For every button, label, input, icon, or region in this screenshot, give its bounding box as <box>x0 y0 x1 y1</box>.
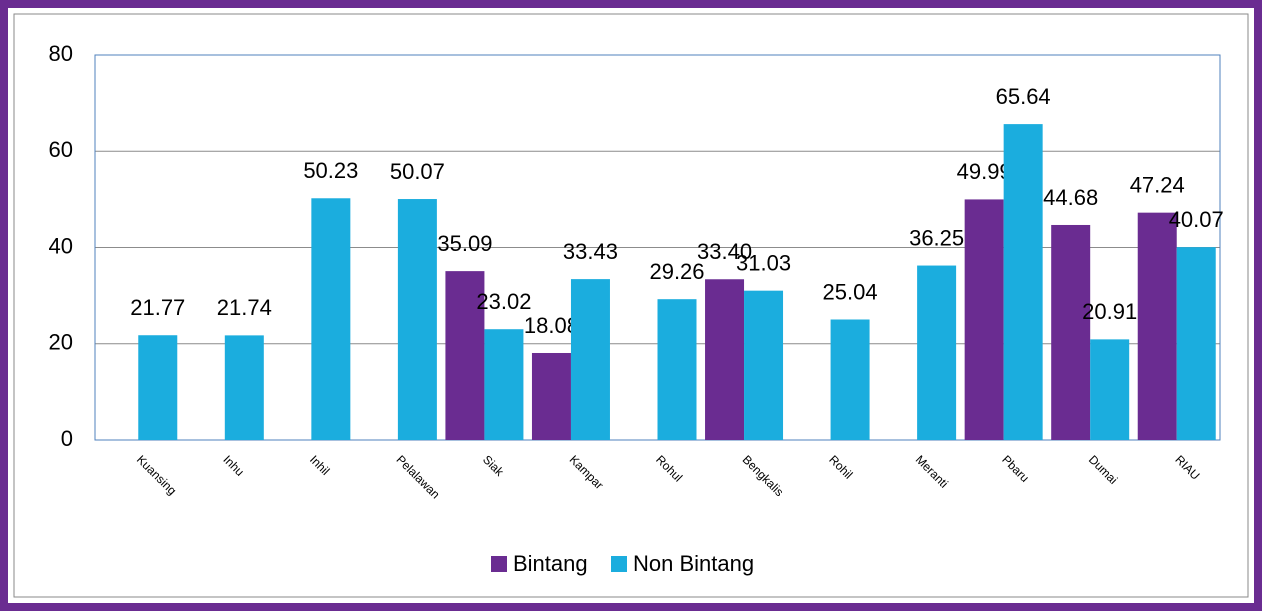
data-label: 35.09 <box>437 231 492 256</box>
data-label: 50.07 <box>390 159 445 184</box>
inner-border <box>13 13 1249 598</box>
bar <box>1090 339 1130 440</box>
bar <box>570 279 610 440</box>
bar <box>917 265 957 440</box>
data-label: 18.08 <box>524 313 579 338</box>
bar <box>138 335 178 440</box>
data-label: 44.68 <box>1043 185 1098 210</box>
data-label: 21.77 <box>130 295 185 320</box>
data-label: 65.64 <box>996 84 1051 109</box>
bar <box>445 271 485 440</box>
y-tick-label: 80 <box>49 41 73 66</box>
data-label: 20.91 <box>1082 299 1137 324</box>
data-label: 49.99 <box>957 159 1012 184</box>
data-label: 36.25 <box>909 225 964 250</box>
data-label: 40.07 <box>1169 207 1224 232</box>
data-label: 31.03 <box>736 250 791 275</box>
y-tick-label: 0 <box>61 426 73 451</box>
data-label: 47.24 <box>1130 172 1185 197</box>
legend-swatch <box>611 556 627 572</box>
y-tick-label: 40 <box>49 233 73 258</box>
legend-label: Bintang <box>513 551 588 576</box>
bar <box>964 199 1004 440</box>
bar <box>311 198 351 440</box>
data-label: 33.40 <box>697 239 752 264</box>
bar <box>397 199 437 440</box>
bar <box>531 352 571 440</box>
data-label: 33.43 <box>563 239 618 264</box>
bar <box>657 299 697 440</box>
data-label: 50.23 <box>303 158 358 183</box>
bar <box>1051 224 1091 440</box>
bar <box>484 329 524 440</box>
background <box>8 8 1254 603</box>
data-label: 23.02 <box>476 289 531 314</box>
data-label: 29.26 <box>649 259 704 284</box>
y-tick-label: 20 <box>49 330 73 355</box>
legend-label: Non Bintang <box>633 551 754 576</box>
data-label: 25.04 <box>823 279 878 304</box>
bar <box>705 279 745 440</box>
data-label: 21.74 <box>217 295 272 320</box>
bar <box>744 290 784 440</box>
bar <box>224 335 264 440</box>
bar <box>830 319 870 440</box>
legend-swatch <box>491 556 507 572</box>
y-tick-label: 60 <box>49 137 73 162</box>
bar <box>1137 212 1177 440</box>
bar <box>1003 124 1043 441</box>
bar <box>1176 247 1216 440</box>
